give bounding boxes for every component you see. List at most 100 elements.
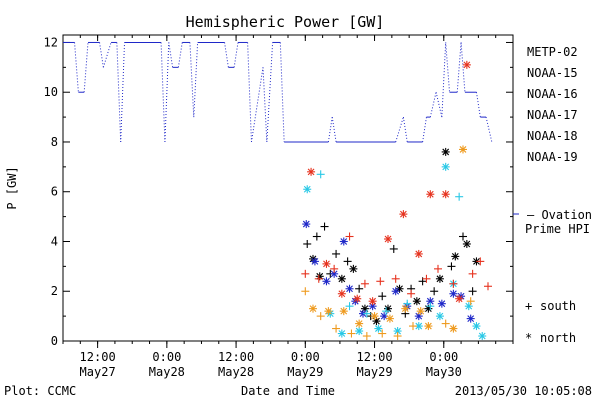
hpi-segment: [429, 92, 437, 118]
data-point: [401, 304, 410, 313]
data-point: [303, 185, 312, 194]
chart-title: Hemispheric Power [GW]: [186, 13, 385, 31]
x-tick-label-date: May29: [287, 365, 323, 379]
y-tick-label: 6: [51, 185, 58, 199]
data-point: [374, 324, 383, 333]
x-tick-label-time: 0:00: [429, 350, 458, 364]
hpi-segment: [327, 117, 333, 143]
marker-label: south: [540, 299, 576, 313]
data-point: [447, 262, 456, 271]
data-point: [430, 287, 439, 296]
y-axis: 0 2 4 6 8 10 12: [44, 35, 513, 348]
data-point: [451, 252, 460, 261]
data-point: [435, 274, 444, 283]
x-tick-label-time: 0:00: [152, 350, 181, 364]
data-point: [309, 304, 317, 313]
data-point: [316, 170, 325, 179]
data-point: [422, 274, 431, 283]
marker-symbol: *: [525, 331, 532, 345]
data-point: [389, 244, 398, 253]
footer-timestamp: 2013/05/30 10:05:08: [455, 384, 592, 398]
data-points: [301, 60, 492, 341]
data-point: [424, 322, 433, 331]
data-point: [416, 307, 425, 316]
data-point: [434, 264, 442, 273]
marker-legend: + south * north: [525, 299, 576, 345]
hpi-segment: [475, 92, 481, 118]
hpi-segment: [189, 42, 195, 118]
data-point: [435, 312, 444, 321]
x-tick-label-date: May30: [426, 365, 462, 379]
data-point: [337, 329, 346, 338]
data-point: [349, 264, 358, 273]
data-point: [324, 307, 333, 316]
hpi-segment: [331, 117, 337, 143]
data-point: [378, 329, 387, 338]
data-point: [441, 147, 450, 156]
hpi-lines: [63, 41, 493, 143]
data-point: [310, 257, 319, 266]
data-point: [302, 220, 311, 229]
footer-plot-credit: Plot: CCMC: [4, 384, 76, 398]
hpi-segment: [164, 42, 170, 142]
data-point: [339, 237, 348, 246]
y-tick-label: 12: [44, 35, 58, 49]
hpi-segment: [168, 42, 174, 68]
data-point: [330, 269, 339, 278]
data-point: [385, 314, 394, 323]
y-tick-label: 0: [51, 334, 58, 348]
hpi-segment: [224, 42, 229, 68]
data-point: [466, 314, 475, 323]
data-point: [449, 279, 458, 288]
data-point: [468, 287, 477, 296]
data-point: [437, 299, 446, 308]
data-point: [337, 289, 346, 298]
hpi-segment: [177, 42, 183, 68]
data-point: [393, 332, 402, 341]
data-point: [399, 210, 408, 219]
data-point: [345, 232, 354, 241]
hpi-segment: [116, 42, 122, 142]
data-point: [343, 257, 352, 266]
data-point: [384, 235, 392, 243]
hpi-segment: [193, 42, 199, 118]
hpi-segment: [435, 92, 443, 118]
data-point: [476, 257, 485, 266]
data-point: [322, 277, 331, 286]
y-tick-label: 2: [51, 284, 58, 298]
x-tick-label-date: May27: [80, 365, 116, 379]
data-point: [449, 324, 458, 333]
data-point: [370, 312, 379, 321]
ovation-label-line1: — Ovation: [527, 208, 592, 222]
hpi-segment: [395, 116, 404, 143]
data-point: [345, 302, 354, 311]
hpi-segment: [247, 42, 252, 142]
hpi-segment: [233, 42, 239, 68]
hpi-segment: [83, 42, 89, 93]
x-tick-label-date: May28: [149, 365, 185, 379]
data-point: [355, 319, 364, 328]
hpi-segment: [266, 42, 274, 143]
hpi-segment: [441, 42, 447, 118]
hpi-segment: [485, 116, 493, 143]
hpi-segment: [250, 67, 264, 143]
y-axis-label: P [GW]: [5, 166, 19, 209]
data-point: [339, 307, 348, 316]
x-tick-label-date: May29: [356, 365, 392, 379]
marker-symbol: +: [525, 299, 532, 313]
ovation-label-line2: Prime HPI: [525, 222, 590, 236]
data-point: [459, 232, 467, 241]
data-point: [360, 279, 369, 288]
data-point: [355, 284, 364, 293]
legend-entry: NOAA-17: [527, 108, 578, 122]
hpi-segment: [445, 42, 451, 93]
hpi-segment: [120, 42, 126, 142]
hpi-segment: [262, 67, 268, 143]
data-point: [426, 302, 435, 311]
data-point: [414, 249, 423, 258]
legend-entry: NOAA-16: [527, 87, 578, 101]
x-tick-label-time: 0:00: [291, 350, 320, 364]
data-point: [426, 297, 435, 306]
data-point: [455, 192, 464, 201]
data-point: [441, 162, 450, 171]
